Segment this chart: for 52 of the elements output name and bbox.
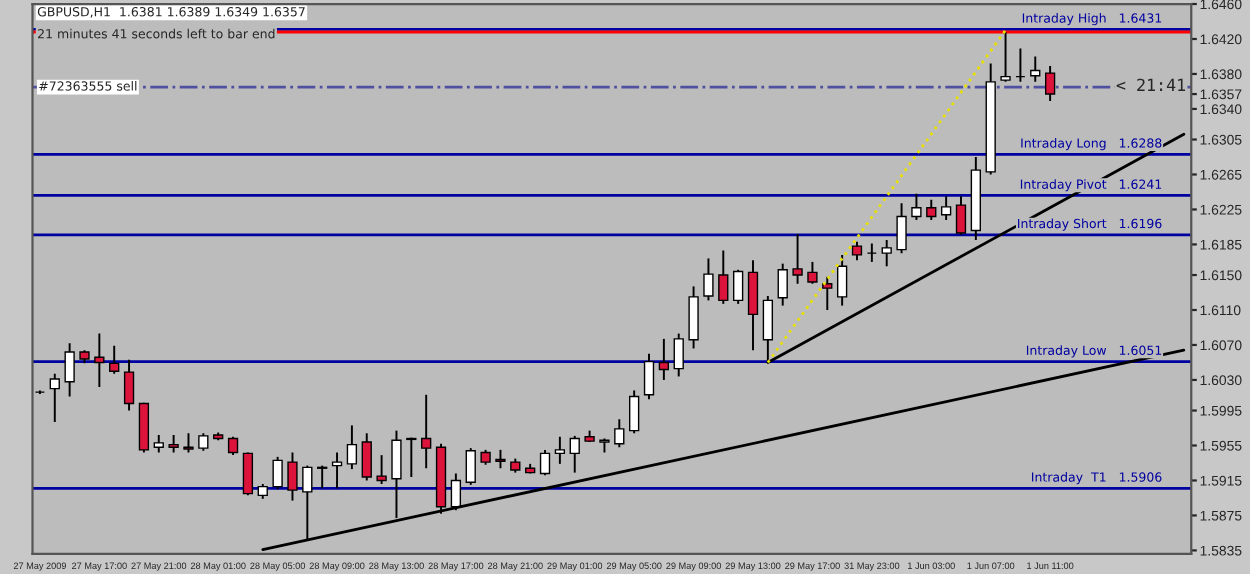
candlestick <box>614 418 625 449</box>
candlestick <box>1044 65 1056 103</box>
candlestick <box>1000 31 1011 83</box>
candlestick <box>703 257 714 302</box>
candlestick <box>688 285 699 350</box>
candlestick <box>940 195 952 221</box>
candlestick <box>376 454 387 485</box>
candlestick <box>331 451 343 490</box>
candlestick <box>287 451 298 502</box>
candlestick <box>64 342 75 398</box>
candlestick <box>465 447 476 486</box>
candlestick <box>822 275 833 311</box>
candlestick <box>643 352 655 401</box>
candlestick <box>406 436 417 478</box>
candlestick <box>361 432 372 482</box>
candlestick <box>242 451 254 497</box>
candlestick <box>792 232 803 285</box>
candlestick <box>346 424 358 471</box>
candlestick <box>272 455 283 491</box>
candlestick <box>926 198 937 221</box>
candlestick <box>123 358 135 412</box>
candlestick <box>421 393 432 470</box>
candlestick <box>539 448 551 477</box>
candlestick <box>955 195 967 236</box>
candlestick <box>777 262 788 307</box>
candlestick <box>302 464 313 541</box>
candlestick <box>391 429 402 520</box>
candlestick <box>495 448 506 470</box>
candlestick <box>94 332 105 388</box>
candlestick <box>836 253 848 307</box>
candlestick <box>747 259 759 352</box>
candlestick <box>896 202 907 255</box>
candlestick <box>569 434 580 474</box>
candlestick <box>109 344 120 375</box>
candlestick <box>629 389 640 435</box>
candlestick <box>807 260 818 285</box>
candlestick <box>911 192 922 221</box>
candlestick <box>1030 55 1041 83</box>
candlestick <box>317 464 328 490</box>
candlestick <box>658 337 670 381</box>
candlestick <box>183 432 194 454</box>
candlestick <box>554 435 566 465</box>
candlestick <box>49 372 60 423</box>
candlestick <box>718 249 729 305</box>
candlestick <box>851 240 863 262</box>
candlestick <box>138 401 150 454</box>
annotation: < 21:41 <box>1116 78 1186 92</box>
candlestick <box>881 239 892 268</box>
candlestick <box>673 332 684 378</box>
candlestick <box>732 268 744 305</box>
candlestick <box>227 435 239 457</box>
candlestick <box>450 472 462 512</box>
